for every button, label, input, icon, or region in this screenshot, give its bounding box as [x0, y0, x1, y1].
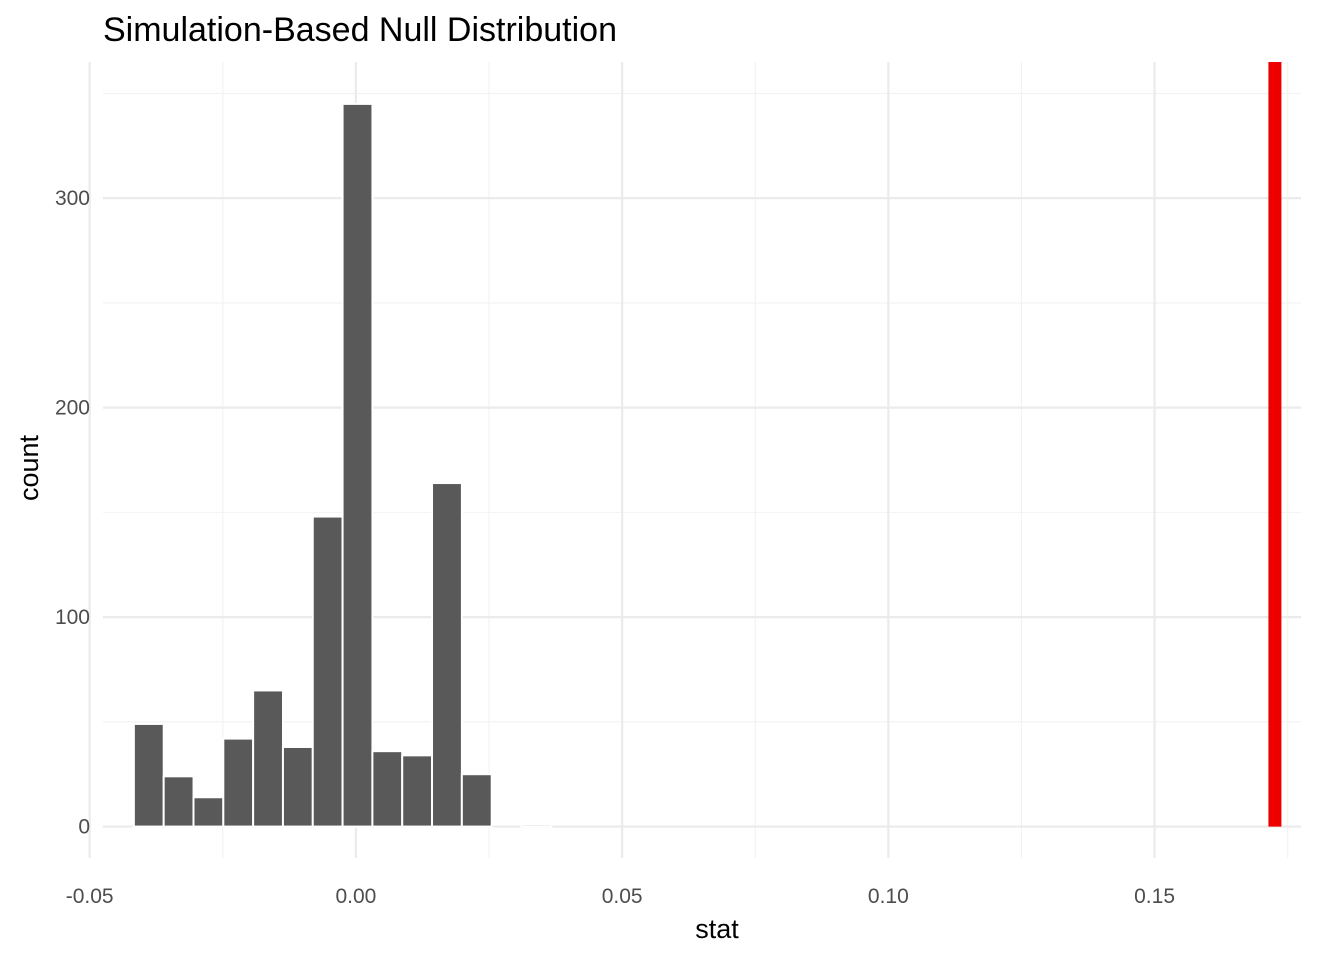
y-tick-label: 300 [55, 187, 90, 210]
histogram-bar [341, 102, 374, 828]
histogram-bar [281, 745, 314, 828]
histogram-bar [162, 775, 195, 828]
y-tick-label: 200 [55, 397, 90, 420]
x-tick-label: -0.05 [66, 885, 114, 908]
histogram-bar [371, 750, 404, 828]
histogram-bar [431, 482, 463, 828]
x-tick-label: 0.15 [1134, 885, 1175, 908]
x-tick-label: 0.10 [868, 885, 909, 908]
x-tick-label: 0.05 [602, 885, 643, 908]
histogram-bar [520, 823, 553, 828]
y-tick-label: 0 [78, 816, 90, 839]
histogram-bar [132, 722, 165, 828]
tick-label-layer: -0.05 0.00 0.05 0.10 0.15 0 100 200 300 [55, 187, 1175, 908]
histogram-bar [192, 796, 225, 828]
chart-title: Simulation-Based Null Distribution [103, 11, 617, 49]
histogram-bar [401, 754, 434, 828]
bar-layer [132, 102, 553, 828]
histogram-bar [222, 737, 255, 828]
histogram-bar [311, 515, 344, 828]
y-axis-title: count [14, 434, 44, 501]
x-axis-title: stat [695, 914, 739, 944]
y-tick-label: 100 [55, 606, 90, 629]
x-tick-label: 0.00 [335, 885, 376, 908]
histogram-bar [252, 689, 284, 828]
histogram-bar [460, 773, 493, 828]
